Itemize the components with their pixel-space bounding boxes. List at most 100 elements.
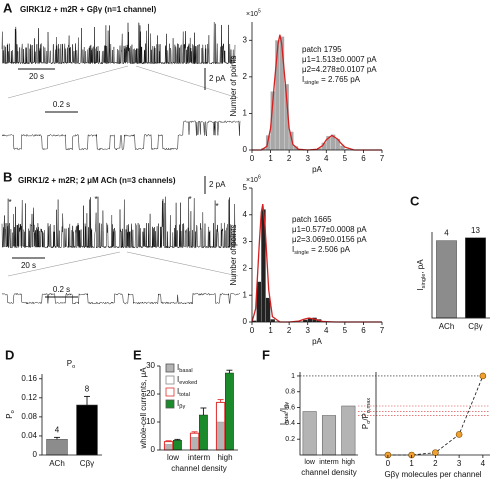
axes — [431, 232, 490, 319]
fit-annotation: μ1=0.577±0.0008 pA — [292, 225, 367, 234]
panel-letter: E — [133, 347, 142, 362]
fit-curve — [252, 34, 382, 151]
axes — [375, 372, 490, 456]
axes — [251, 188, 382, 323]
bar — [216, 422, 225, 450]
subscript: o,max — [366, 398, 372, 413]
bar — [199, 414, 208, 451]
bar — [225, 372, 234, 451]
bar-stacked — [216, 402, 225, 423]
histogram-bar — [293, 146, 299, 150]
current-scale-label: 2 pA — [209, 74, 226, 83]
histogram-bar — [284, 84, 289, 150]
x-tick-label: interm — [188, 453, 211, 462]
text-part: I — [177, 363, 179, 372]
fit-annotation: μ1=1.513±0.0007 pA — [302, 55, 377, 64]
y-tick-label: 0.2 — [285, 436, 295, 443]
bar — [436, 240, 457, 319]
x-tick-label: 7 — [380, 326, 385, 335]
x-tick-label: low — [304, 459, 315, 466]
multiplier: ×10 — [246, 11, 258, 18]
n-label: 13 — [471, 226, 480, 235]
current-trace — [1, 21, 236, 65]
y-tick-label: 1 — [243, 109, 248, 118]
subscript: o — [10, 410, 16, 413]
subscript: o — [366, 421, 372, 424]
text-part: /I — [279, 408, 288, 412]
histogram-bar — [307, 318, 313, 322]
legend-swatch — [165, 399, 175, 409]
histogram-bar — [344, 148, 350, 150]
histogram-bar — [261, 209, 266, 322]
x-axis-label: channel density — [301, 468, 357, 477]
bar — [465, 237, 486, 319]
event-marker: * — [94, 195, 97, 204]
x-tick-label: 3 — [457, 459, 462, 468]
text-part: , pA — [416, 259, 425, 274]
histogram-bar — [275, 40, 280, 150]
histogram-bar — [270, 319, 275, 322]
histogram-bar — [303, 319, 308, 322]
histogram-bar — [326, 136, 331, 150]
x-axis-label: Gβγ molecules per channel — [384, 470, 481, 479]
text-part: P — [361, 424, 370, 429]
bar — [302, 411, 317, 456]
zoom-time-scale-label: 0.2 s — [53, 100, 70, 109]
y-axis-label: Itotal/Iβγ — [279, 402, 290, 425]
zoom-trace — [1, 292, 240, 305]
y-tick-label: 10 — [146, 417, 155, 426]
y-tick-label: 3 — [243, 35, 248, 44]
x-tick-label: 3 — [305, 154, 310, 163]
y-tick-label: 4 — [243, 210, 248, 219]
data-point — [432, 449, 439, 456]
trace-title: GIRK1/2 + m2R + Gβγ (n=1 channel) — [20, 5, 157, 14]
text-part: = 2.765 pA — [319, 75, 361, 84]
x-tick-label: 2 — [287, 326, 292, 335]
n-label: 4 — [444, 229, 449, 238]
x-tick-label: 4 — [481, 459, 486, 468]
text-part: I — [302, 75, 304, 84]
x-tick-label: 2 — [287, 154, 292, 163]
x-tick-label: 4 — [324, 326, 329, 335]
data-point — [479, 372, 487, 380]
y-axis-label: Number of points — [229, 225, 238, 286]
x-tick-label: Cβγ — [80, 459, 94, 468]
histogram-bar — [289, 131, 294, 150]
histogram-bar — [330, 134, 336, 150]
fit-annotation: patch 1795 — [302, 45, 342, 54]
zoom-guide — [126, 251, 239, 277]
histogram-bar — [335, 139, 340, 150]
bar — [321, 415, 337, 456]
data-point — [455, 431, 463, 438]
time-scale-label: 20 s — [21, 261, 36, 270]
text-part: /P — [361, 413, 370, 421]
histogram-bar — [317, 148, 322, 150]
panel-letter: B — [3, 169, 12, 184]
x-tick-label: 0 — [250, 154, 255, 163]
panel-letter: F — [262, 347, 270, 362]
panel-letter: D — [5, 347, 14, 362]
fit-annotation: Isingle = 2.765 pA — [302, 75, 361, 86]
x-tick-label: Cβγ — [468, 322, 482, 331]
y-tick-label: 0 — [243, 317, 248, 326]
bar — [190, 437, 199, 450]
subscript: βγ — [179, 404, 185, 410]
text-part: I — [177, 375, 179, 384]
x-tick-label: 4 — [324, 154, 329, 163]
x-tick-label: low — [167, 453, 179, 462]
x-tick-label: 5 — [343, 154, 348, 163]
zoom-guide — [7, 251, 121, 277]
legend-swatch — [165, 375, 175, 385]
text-part: P — [5, 413, 14, 418]
y-tick-label: 0.6 — [285, 404, 295, 411]
histogram-bar — [256, 281, 261, 322]
y-tick-label: 0 — [33, 450, 38, 459]
y-tick-label: 2 — [243, 72, 248, 81]
event-marker: * — [215, 202, 218, 211]
x-tick-label: 5 — [343, 326, 348, 335]
current-trace — [1, 196, 236, 249]
x-tick-label: 0 — [386, 459, 391, 468]
subscript: single — [421, 274, 427, 289]
subscript: single — [294, 250, 309, 256]
time-scale-label: 20 s — [29, 72, 44, 81]
